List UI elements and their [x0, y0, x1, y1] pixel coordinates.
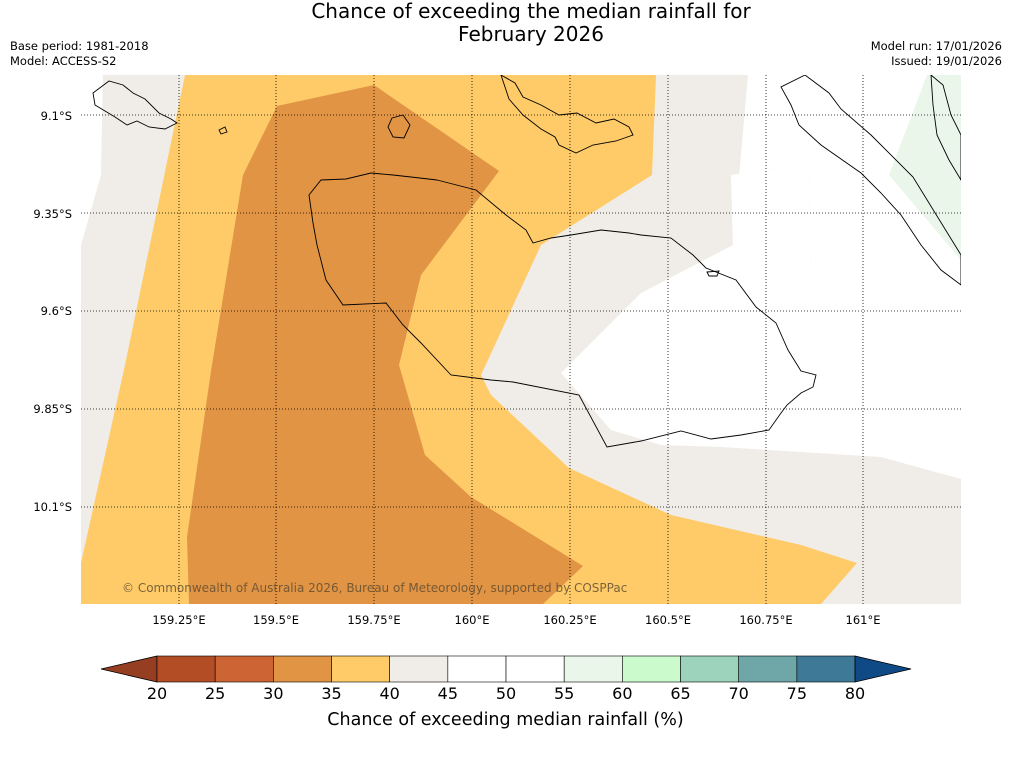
- colorbar-tick-label: 70: [728, 684, 749, 703]
- coastline-islet: [706, 270, 720, 277]
- colorbar-segment: [447, 655, 507, 683]
- lon-tick-label: 161°E: [845, 613, 881, 627]
- lat-tick-label: 9.85°S: [33, 402, 72, 416]
- map-title: Chance of exceeding the median rainfall …: [0, 0, 1011, 46]
- colorbar-tick-label: 65: [670, 684, 691, 703]
- lat-tick-label: 9.6°S: [40, 304, 72, 318]
- colorbar-title: Chance of exceeding median rainfall (%): [327, 710, 684, 730]
- colorbar-segment: [622, 655, 681, 683]
- colorbar-segment: [389, 655, 449, 683]
- copyright-notice: © Commonwealth of Australia 2026, Bureau…: [122, 581, 628, 595]
- coastline-guadalcanal: [308, 172, 817, 448]
- colorbar-over-extension: [854, 655, 912, 683]
- colorbar-segment: [563, 655, 623, 683]
- model-run-text: Model run: 17/01/2026: [870, 39, 1002, 53]
- colorbar-tick-label: 60: [612, 684, 633, 703]
- lon-tick-label: 160°E: [454, 613, 490, 627]
- region-west-white: [81, 75, 103, 245]
- region-30-35: [187, 85, 583, 604]
- title-line-1: Chance of exceeding the median rainfall …: [311, 0, 751, 23]
- lon-tick-label: 160.75°E: [739, 613, 793, 627]
- colorbar-segment: [738, 655, 798, 683]
- colorbar-tick-label: 30: [263, 684, 284, 703]
- colorbar-tick-label: 40: [379, 684, 400, 703]
- colorbar-tick-label: 20: [146, 684, 168, 703]
- colorbar-tick-label: 45: [437, 684, 459, 703]
- metadata-left: Base period: 1981-2018 Model: ACCESS-S2: [10, 39, 149, 69]
- issued-text: Issued: 19/01/2026: [891, 54, 1002, 68]
- lon-tick-label: 159.25°E: [152, 613, 206, 627]
- title-line-2: February 2026: [458, 22, 604, 46]
- map-canvas: [81, 75, 961, 604]
- lon-tick-label: 159.5°E: [253, 613, 299, 627]
- colorbar-segment: [796, 655, 856, 683]
- lon-tick-label: 159.75°E: [347, 613, 401, 627]
- lat-tick-label: 9.35°S: [33, 207, 72, 221]
- colorbar-segment: [273, 655, 332, 683]
- colorbar-tick-label: 80: [844, 684, 866, 703]
- coastline-nw-malaita: [930, 75, 961, 181]
- colorbar-segment: [680, 655, 740, 683]
- model-text: Model: ACCESS-S2: [10, 54, 117, 68]
- colorbar: [100, 655, 912, 683]
- region-55-60: [889, 75, 961, 260]
- lat-tick-label: 10.1°S: [33, 500, 72, 514]
- metadata-right: Model run: 17/01/2026 Issued: 19/01/2026: [871, 39, 1002, 69]
- colorbar-segment: [214, 655, 274, 683]
- lon-tick-label: 160.25°E: [543, 613, 597, 627]
- coastline-malaita: [780, 75, 961, 286]
- base-period-text: Base period: 1981-2018: [10, 39, 149, 53]
- colorbar-segment: [331, 655, 390, 683]
- colorbar-segment: [156, 655, 216, 683]
- colorbar-tick-label: 25: [204, 684, 226, 703]
- coastline-small-island: [218, 126, 228, 135]
- gridlines: [81, 75, 961, 604]
- coastline-savo-island: [387, 114, 411, 139]
- region-45-55-center: [561, 163, 961, 479]
- lat-tick-label: 9.1°S: [40, 109, 72, 123]
- colorbar-segment: [505, 655, 565, 683]
- lon-tick-label: 160.5°E: [645, 613, 691, 627]
- coastline-russell-islands: [92, 80, 178, 130]
- colorbar-under-extension: [100, 655, 158, 683]
- colorbar-tick-label: 75: [786, 684, 808, 703]
- rainfall-map: [81, 75, 961, 604]
- coastline-nggela-islands: [500, 75, 634, 154]
- colorbar-tick-label: 55: [554, 684, 575, 703]
- coastlines: [92, 75, 961, 448]
- colorbar-tick-label: 35: [321, 684, 342, 703]
- colorbar-tick-label: 50: [495, 684, 517, 703]
